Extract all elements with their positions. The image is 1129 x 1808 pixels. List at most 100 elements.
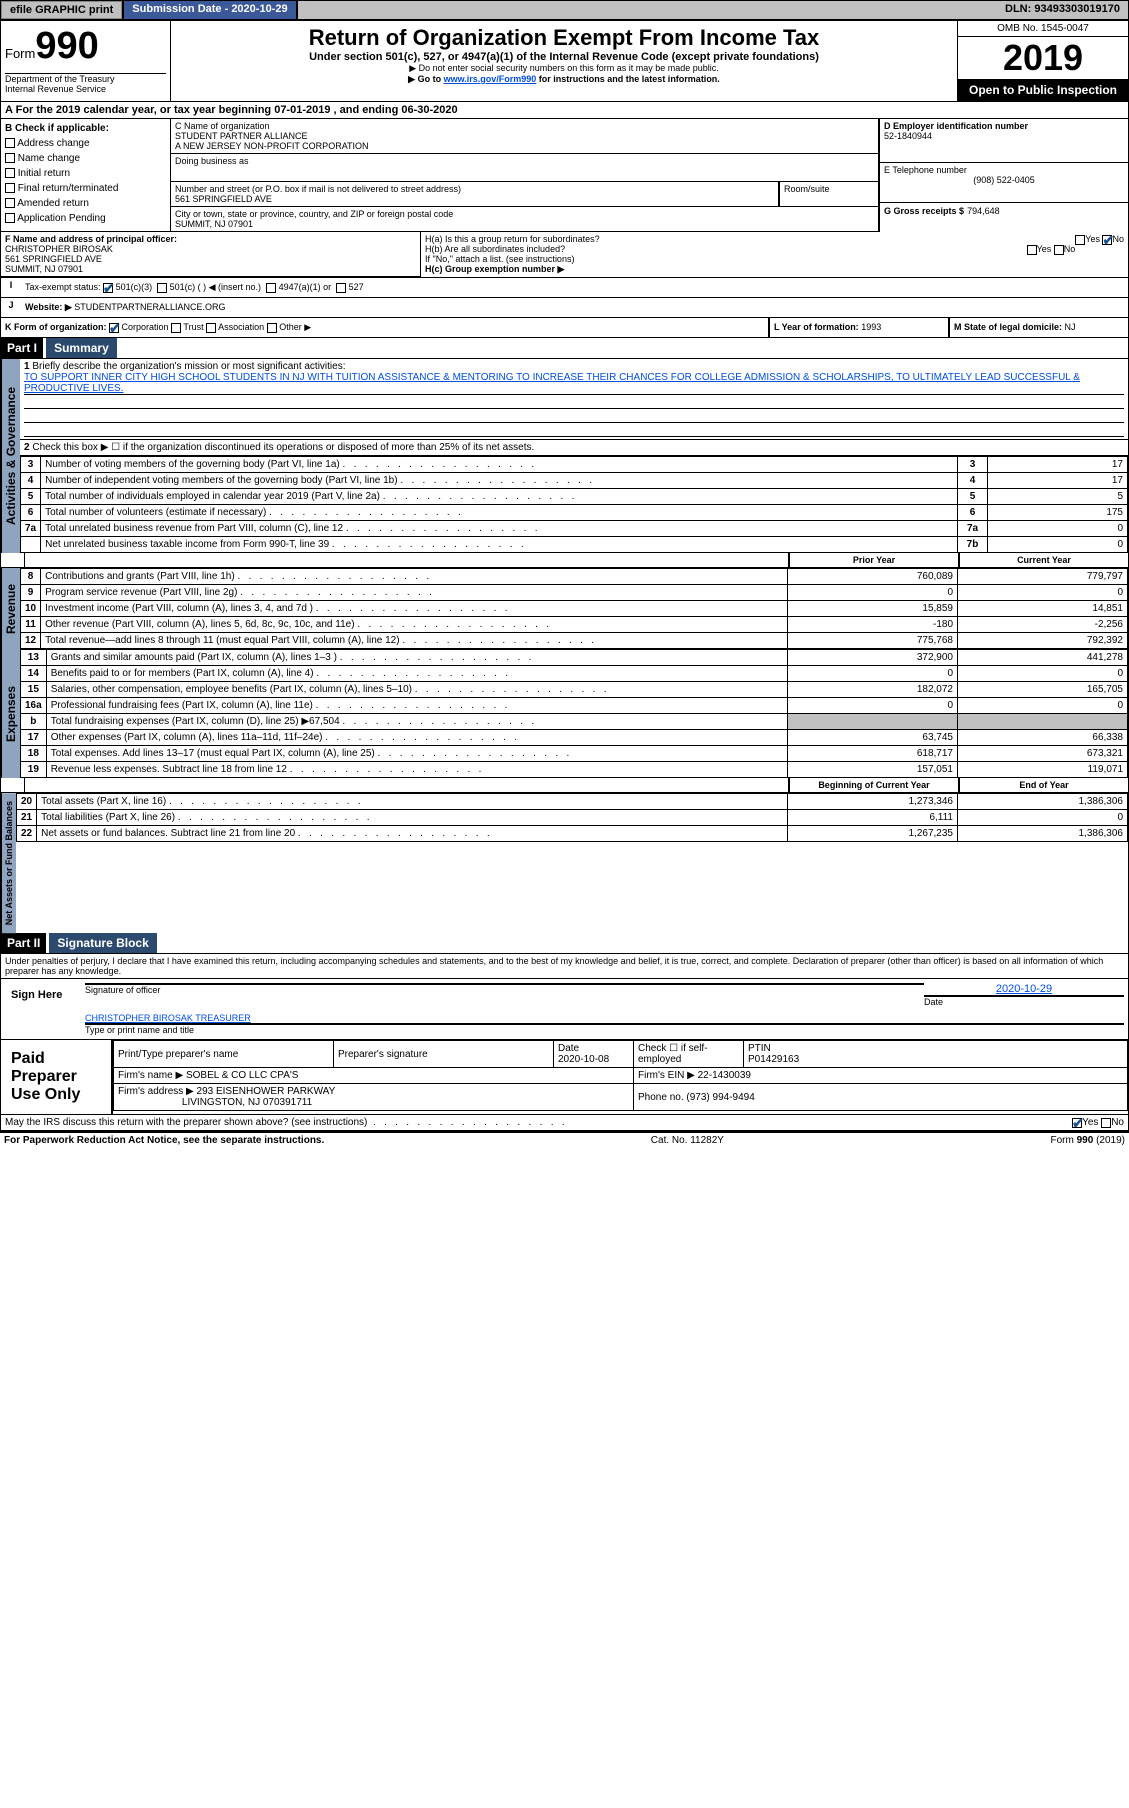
g-lbl: G Gross receipts $	[884, 206, 964, 216]
k-lbl: K Form of organization:	[5, 322, 107, 332]
p1-mission: TO SUPPORT INNER CITY HIGH SCHOOL STUDEN…	[24, 372, 1124, 395]
p1-l2: Check this box ▶ ☐ if the organization d…	[32, 442, 534, 453]
f-lbl: F Name and address of principal officer:	[5, 234, 416, 244]
footer-cat: Cat. No. 11282Y	[651, 1135, 724, 1146]
init-chk[interactable]	[5, 168, 15, 178]
footer-form: Form 990 (2019)	[1051, 1135, 1125, 1146]
footer-pra: For Paperwork Reduction Act Notice, see …	[4, 1135, 324, 1146]
hb-yes[interactable]	[1027, 245, 1037, 255]
na-table: 20Total assets (Part X, line 16)1,273,34…	[16, 793, 1128, 842]
amend-lbl: Amended return	[17, 198, 89, 209]
bcy-hdr: Beginning of Current Year	[788, 778, 958, 792]
dept: Department of the Treasury	[5, 74, 166, 84]
fh-row: F Name and address of principal officer:…	[1, 232, 1128, 278]
j-row: J Website: ▶ STUDENTPARTNERALLIANCE.ORG	[1, 298, 1128, 318]
fein: 22-1430039	[698, 1070, 751, 1081]
i-501c[interactable]	[157, 283, 167, 293]
i-4947[interactable]	[266, 283, 276, 293]
part2-hdr: Part II Signature Block	[1, 933, 1128, 954]
tab-na: Net Assets or Fund Balances	[1, 793, 16, 933]
efile-button[interactable]: efile GRAPHIC print	[1, 1, 122, 19]
i-lbl: Tax-exempt status:	[25, 282, 101, 292]
p1-num: Part I	[1, 338, 43, 358]
k-c: Corporation	[122, 322, 169, 332]
title-row: Form990 Department of the Treasury Inter…	[1, 21, 1128, 102]
hb-no[interactable]	[1054, 245, 1064, 255]
k-t: Trust	[183, 322, 203, 332]
subtitle-2: ▶ Do not enter social security numbers o…	[175, 63, 953, 74]
p1-l1: Briefly describe the organization's miss…	[32, 361, 345, 372]
form990-link[interactable]: www.irs.gov/Form990	[444, 74, 537, 84]
fn-lbl: Firm's name ▶	[118, 1070, 183, 1081]
k-other[interactable]	[267, 323, 277, 333]
c-addr-lbl: Number and street (or P.O. box if mail i…	[175, 184, 774, 194]
f-city: SUMMIT, NJ 07901	[5, 264, 416, 274]
ha-no[interactable]	[1102, 235, 1112, 245]
final-chk[interactable]	[5, 183, 15, 193]
irs: Internal Revenue Service	[5, 84, 166, 94]
paid-prep: Paid Preparer Use Only	[1, 1040, 111, 1114]
i-a1: 4947(a)(1) or	[279, 282, 332, 292]
exp-table: 13Grants and similar amounts paid (Part …	[20, 649, 1128, 778]
deg-block: D Employer identification number 52-1840…	[878, 119, 1128, 232]
k-trust[interactable]	[171, 323, 181, 333]
hb-lbl: H(b) Are all subordinates included?	[425, 244, 565, 254]
fa2: LIVINGSTON, NJ 070391711	[182, 1097, 312, 1108]
ha-yes[interactable]	[1075, 235, 1085, 245]
k-corp[interactable]	[109, 323, 119, 333]
officer-name: CHRISTOPHER BIROSAK TREASURER	[85, 1013, 1124, 1023]
k-assoc[interactable]	[206, 323, 216, 333]
form-num: 990	[35, 25, 98, 67]
j-lbl: Website: ▶	[25, 302, 72, 312]
sig-date: 2020-10-29	[924, 983, 1124, 995]
open-public: Open to Public Inspection	[958, 79, 1128, 101]
app-chk[interactable]	[5, 213, 15, 223]
m-val: NJ	[1065, 322, 1076, 332]
p2-num: Part II	[1, 933, 46, 953]
d-y: Yes	[1082, 1117, 1098, 1128]
pd-lbl: Date	[558, 1043, 579, 1054]
amend-chk[interactable]	[5, 198, 15, 208]
footer: For Paperwork Reduction Act Notice, see …	[0, 1132, 1129, 1148]
tab-exp: Expenses	[1, 649, 20, 778]
e-val: (908) 522-0405	[884, 175, 1124, 185]
i-c3: 501(c)(3)	[116, 282, 153, 292]
j-val: STUDENTPARTNERALLIANCE.ORG	[74, 302, 225, 312]
goto-pre: ▶ Go to	[408, 74, 443, 84]
l-val: 1993	[861, 322, 881, 332]
h-note: If "No," attach a list. (see instruction…	[425, 254, 1124, 264]
part1-body: Activities & Governance 1 Briefly descri…	[1, 359, 1128, 553]
p2-title: Signature Block	[49, 933, 156, 953]
submission-date: Submission Date - 2020-10-29	[122, 1, 297, 19]
i-527[interactable]	[336, 283, 346, 293]
subtitle-3: ▶ Go to www.irs.gov/Form990 for instruct…	[175, 74, 953, 85]
discuss-row: May the IRS discuss this return with the…	[1, 1115, 1128, 1131]
form-body: Form990 Department of the Treasury Inter…	[0, 20, 1129, 1132]
c-room: Room/suite	[784, 184, 874, 194]
name-chk[interactable]	[5, 153, 15, 163]
c-label: C Name of organization	[175, 121, 874, 131]
c-city-lbl: City or town, state or province, country…	[175, 209, 874, 219]
form-word: Form	[5, 46, 35, 61]
c-dba: Doing business as	[175, 156, 874, 166]
p1-title: Summary	[46, 338, 117, 358]
discuss-no[interactable]	[1101, 1118, 1111, 1128]
ph-lbl: Phone no.	[638, 1092, 684, 1103]
discuss-yes[interactable]	[1072, 1118, 1082, 1128]
b-hdr: B Check if applicable:	[5, 122, 166, 136]
i-501c3[interactable]	[103, 283, 113, 293]
hc-lbl: H(c) Group exemption number ▶	[425, 264, 1124, 275]
app-lbl: Application Pending	[17, 213, 105, 224]
rev-table: 8Contributions and grants (Part VIII, li…	[20, 568, 1128, 649]
k-o: Other ▶	[279, 322, 311, 332]
py-hdr: Prior Year	[788, 553, 958, 567]
sign-block: Sign Here Signature of officer 2020-10-2…	[1, 979, 1128, 1040]
dln: DLN: 93493303019170	[997, 1, 1128, 19]
omb: OMB No. 1545-0047	[958, 21, 1128, 37]
addr-chk[interactable]	[5, 138, 15, 148]
prep-name-hdr: Print/Type preparer's name	[114, 1041, 334, 1068]
ij-row: I Tax-exempt status: 501(c)(3) 501(c) ( …	[1, 278, 1128, 298]
ecy-hdr: End of Year	[958, 778, 1128, 792]
ha-lbl: H(a) Is this a group return for subordin…	[425, 234, 600, 244]
c-org1: STUDENT PARTNER ALLIANCE	[175, 131, 874, 141]
